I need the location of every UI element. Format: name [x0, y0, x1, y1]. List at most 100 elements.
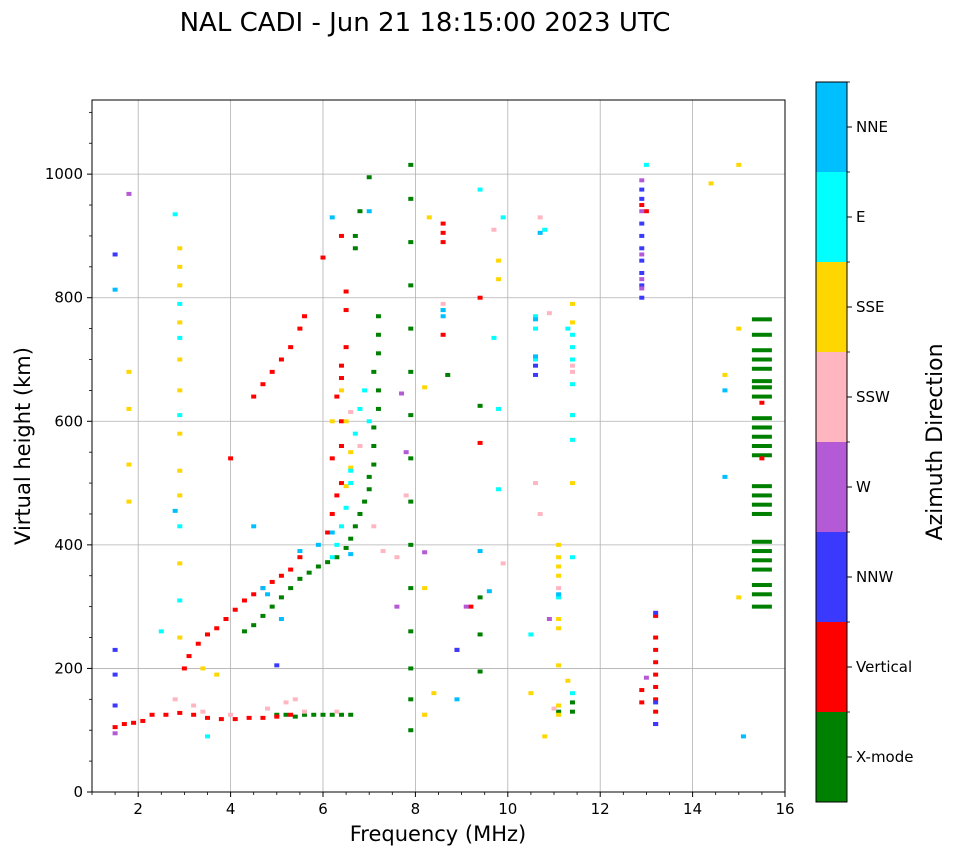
data-point-sse	[126, 499, 132, 504]
data-point-ssw	[546, 311, 552, 316]
data-point-vertical	[205, 715, 210, 720]
data-point-x-mode	[751, 567, 772, 572]
data-point-e	[172, 212, 178, 217]
data-point-nnw	[274, 663, 280, 668]
data-point-x-mode	[315, 564, 321, 569]
y-axis-label: Virtual height (km)	[11, 347, 35, 545]
data-point-vertical	[338, 376, 344, 381]
data-point-x-mode	[445, 372, 451, 377]
data-point-nne	[366, 209, 372, 214]
data-point-e	[569, 345, 575, 350]
data-point-x-mode	[320, 712, 326, 717]
data-point-vertical	[269, 579, 275, 584]
data-point-vertical	[653, 613, 659, 618]
data-point-x-mode	[751, 583, 772, 588]
data-point-ssw	[440, 301, 446, 306]
data-point-sse	[736, 162, 742, 167]
data-point-x-mode	[751, 493, 772, 498]
data-point-nne	[533, 317, 539, 322]
data-point-vertical	[121, 722, 127, 727]
data-point-x-mode	[241, 629, 247, 634]
data-point-x-mode	[408, 240, 414, 245]
data-point-x-mode	[366, 487, 372, 492]
data-point-e	[500, 215, 506, 220]
data-point-x-mode	[269, 604, 275, 609]
data-point-sse	[556, 573, 562, 578]
data-point-vertical	[191, 712, 197, 717]
y-tick-label: 0	[73, 783, 83, 801]
data-point-sse	[569, 320, 575, 325]
data-point-e	[569, 437, 575, 442]
data-point-sse	[569, 301, 575, 306]
data-point-w	[643, 675, 649, 680]
data-point-ssw	[357, 444, 363, 448]
data-point-x-mode	[292, 714, 298, 719]
data-point-sse	[556, 542, 562, 547]
data-point-x-mode	[751, 592, 772, 597]
data-point-vertical	[440, 221, 446, 226]
data-point-sse	[556, 712, 562, 717]
data-point-nnw	[533, 372, 539, 377]
y-tick-label: 400	[54, 536, 83, 554]
data-point-x-mode	[408, 586, 414, 591]
data-point-x-mode	[751, 379, 772, 384]
data-point-vertical	[477, 440, 483, 445]
x-tick-label: 10	[498, 800, 517, 818]
data-point-ssw	[172, 697, 178, 702]
data-point-nne	[260, 586, 266, 591]
data-point-sse	[177, 388, 183, 393]
data-point-x-mode	[477, 669, 483, 674]
data-point-x-mode	[751, 434, 772, 439]
data-point-vertical	[325, 530, 331, 535]
x-axis-label: Frequency (MHz)	[350, 822, 526, 846]
colorbar-tick-label: SSW	[856, 388, 890, 406]
data-point-sse	[722, 372, 728, 377]
data-point-nnw	[639, 271, 645, 275]
data-point-x-mode	[408, 162, 414, 167]
data-point-vertical	[653, 709, 659, 714]
data-point-x-mode	[375, 332, 381, 337]
data-point-sse	[177, 264, 183, 269]
data-point-vertical	[338, 419, 344, 424]
data-point-x-mode	[348, 536, 354, 541]
data-point-vertical	[269, 369, 275, 374]
data-point-e	[477, 187, 483, 192]
data-point-x-mode	[477, 595, 483, 600]
data-point-x-mode	[751, 484, 772, 489]
data-point-e	[352, 431, 358, 436]
data-point-vertical	[232, 607, 238, 612]
data-point-nnw	[112, 672, 118, 677]
data-point-sse	[177, 493, 183, 498]
data-point-x-mode	[751, 357, 772, 362]
data-point-vertical	[288, 567, 294, 572]
data-point-sse	[422, 385, 428, 390]
data-point-sse	[426, 215, 432, 220]
data-point-x-mode	[357, 209, 363, 214]
data-point-x-mode	[371, 369, 377, 374]
data-point-vertical	[639, 700, 645, 705]
y-tick-label: 1000	[45, 165, 83, 183]
colorbar-segment	[816, 712, 847, 802]
data-point-nnw	[639, 233, 645, 238]
colorbar-tick-label: NNE	[856, 118, 888, 136]
data-point-x-mode	[357, 511, 363, 516]
data-point-ssw	[292, 697, 298, 702]
data-point-sse	[496, 258, 502, 263]
data-point-nnw	[639, 221, 645, 226]
data-point-vertical	[338, 233, 344, 238]
data-point-nne	[112, 287, 118, 292]
data-point-x-mode	[371, 425, 377, 430]
data-point-e	[366, 419, 372, 424]
data-point-sse	[496, 277, 502, 282]
data-point-x-mode	[569, 709, 575, 714]
data-point-x-mode	[343, 545, 349, 550]
data-point-ssw	[394, 555, 400, 560]
data-point-nne	[251, 524, 257, 529]
data-point-ssw	[537, 511, 543, 516]
data-point-vertical	[653, 684, 659, 689]
data-point-vertical	[343, 308, 349, 313]
data-point-w	[463, 604, 469, 609]
data-point-x-mode	[375, 388, 381, 393]
data-point-vertical	[195, 641, 201, 646]
